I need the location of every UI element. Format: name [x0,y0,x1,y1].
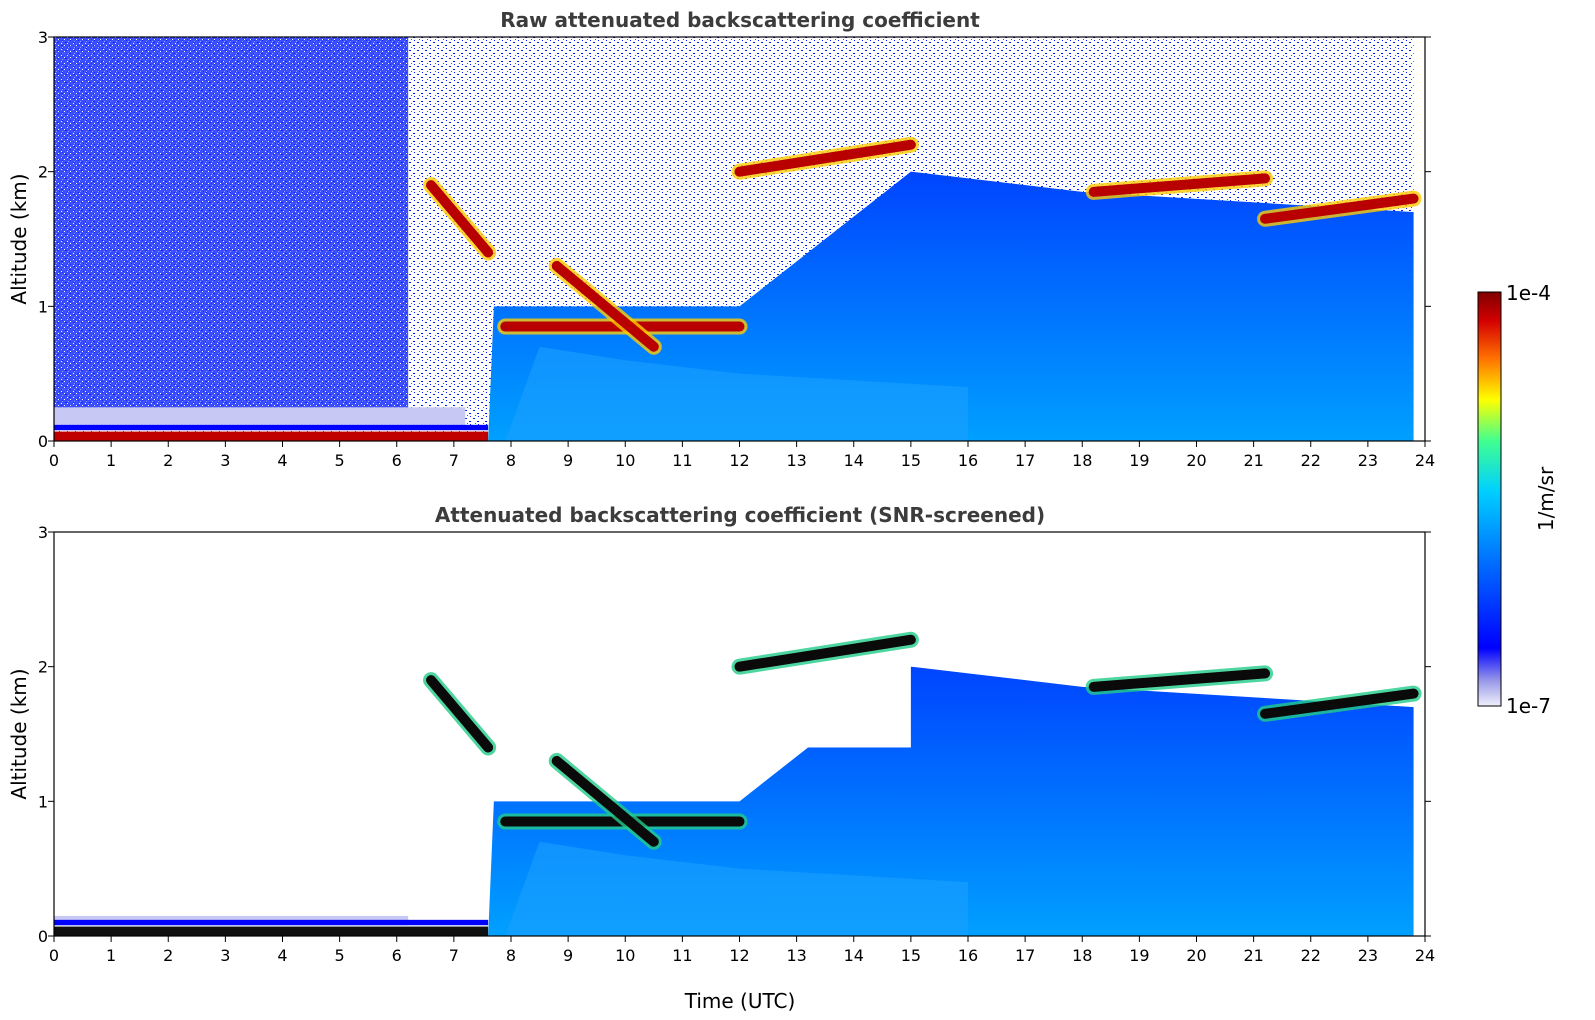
aerosol-plume [505,346,968,441]
x-tick-label: 8 [506,451,516,470]
panel-raw: Raw attenuated backscattering coefficien… [7,8,1435,470]
x-tick-label: 6 [392,946,402,965]
x-tick-label: 8 [506,946,516,965]
y-tick-label: 0 [38,432,48,451]
x-tick-label: 5 [335,451,345,470]
x-tick-label: 22 [1301,946,1321,965]
x-axis-label: Time (UTC) [684,989,796,1013]
x-tick-label: 21 [1243,946,1263,965]
colorbar-max-label: 1e-4 [1506,281,1551,305]
x-tick-label: 16 [958,451,978,470]
near-surface-band [54,407,466,428]
screened-out-region [910,532,1425,667]
x-tick-label: 23 [1358,946,1378,965]
x-tick-label: 9 [563,946,573,965]
x-tick-label: 21 [1243,451,1263,470]
x-tick-label: 24 [1415,946,1435,965]
plot-area-snr: 0 1 2 3 4 5 6 7 8 9 10 11 12 13 14 15 16 17 18 19 20 21 22 23 24… [38,523,1435,965]
x-tick-label: 18 [1072,946,1092,965]
colorbar-min-label: 1e-7 [1506,694,1551,718]
plot-area-raw: 0 1 2 3 4 5 6 7 8 9 10 11 12 13 14 15 16 17 18 19 20 21 22 23 24… [38,28,1435,470]
colorbar-gradient [1477,291,1502,707]
cloud-layer [426,180,494,258]
x-tick-label: 2 [163,451,173,470]
y-tick-label: 3 [38,28,48,47]
y-axis-label-snr: Altitude (km) [7,668,31,799]
colorbar-unit-label: 1/m/sr [1534,466,1558,531]
x-tick-label: 4 [277,946,287,965]
surface-layer [54,431,489,441]
cloud-layer [426,675,494,753]
x-tick-label: 5 [335,946,345,965]
y-tick-label: 2 [38,658,48,677]
x-tick-label: 3 [220,451,230,470]
x-tick-label: 0 [49,451,59,470]
x-tick-label: 3 [220,946,230,965]
x-tick-label: 6 [392,451,402,470]
cloud-layer [1088,173,1271,197]
x-tick-label: 10 [615,946,635,965]
x-tick-label: 2 [163,946,173,965]
screened-out-region [54,532,409,916]
x-tick-label: 4 [277,451,287,470]
x-tick-label: 9 [563,451,573,470]
cloud-layer [734,634,916,672]
surface-layer [54,926,489,936]
y-tick-label: 3 [38,523,48,542]
y-tick-label: 1 [38,792,48,811]
x-tick-label: 20 [1186,946,1206,965]
x-tick-label: 11 [672,451,692,470]
x-tick-label: 0 [49,946,59,965]
x-tick-label: 12 [729,451,749,470]
x-tick-label: 24 [1415,451,1435,470]
x-tick-label: 7 [449,946,459,965]
y-tick-label: 2 [38,163,48,182]
y-tick-label: 0 [38,927,48,946]
screened-out-region [493,532,911,748]
surface-layer-edge [54,424,489,431]
cloud-layer [1260,193,1419,224]
x-tick-label: 17 [1015,946,1035,965]
y-tick-label: 1 [38,297,48,316]
chart-title-raw: Raw attenuated backscattering coefficien… [500,8,980,32]
x-tick-label: 13 [786,946,806,965]
x-tick-label: 17 [1015,451,1035,470]
x-tick-label: 11 [672,946,692,965]
cloud-layer [551,755,659,847]
x-tick-label: 19 [1129,451,1149,470]
cloud-layer [1088,668,1271,692]
x-tick-label: 15 [901,946,921,965]
surface-layer-edge [54,919,489,926]
x-tick-label: 19 [1129,946,1149,965]
x-tick-label: 1 [106,451,116,470]
noise-region-night [54,37,409,428]
x-tick-label: 10 [615,451,635,470]
x-tick-label: 18 [1072,451,1092,470]
x-tick-label: 22 [1301,451,1321,470]
x-tick-label: 1 [106,946,116,965]
y-axis-label-raw: Altitude (km) [7,173,31,304]
panel-snr-screened: Attenuated backscattering coefficient (S… [7,503,1435,1013]
cloud-layer [734,139,916,177]
x-tick-label: 15 [901,451,921,470]
x-tick-label: 12 [729,946,749,965]
aerosol-plume [505,841,968,936]
x-tick-label: 14 [844,946,864,965]
x-tick-label: 13 [786,451,806,470]
chart-title-snr: Attenuated backscattering coefficient (S… [435,503,1045,527]
cloud-layer [1260,688,1419,719]
x-tick-label: 23 [1358,451,1378,470]
x-tick-label: 14 [844,451,864,470]
x-tick-label: 20 [1186,451,1206,470]
x-tick-label: 16 [958,946,978,965]
colorbar: 1e-4 1e-7 1/m/sr [1477,281,1558,718]
cloud-layer [551,260,659,352]
x-tick-label: 7 [449,451,459,470]
